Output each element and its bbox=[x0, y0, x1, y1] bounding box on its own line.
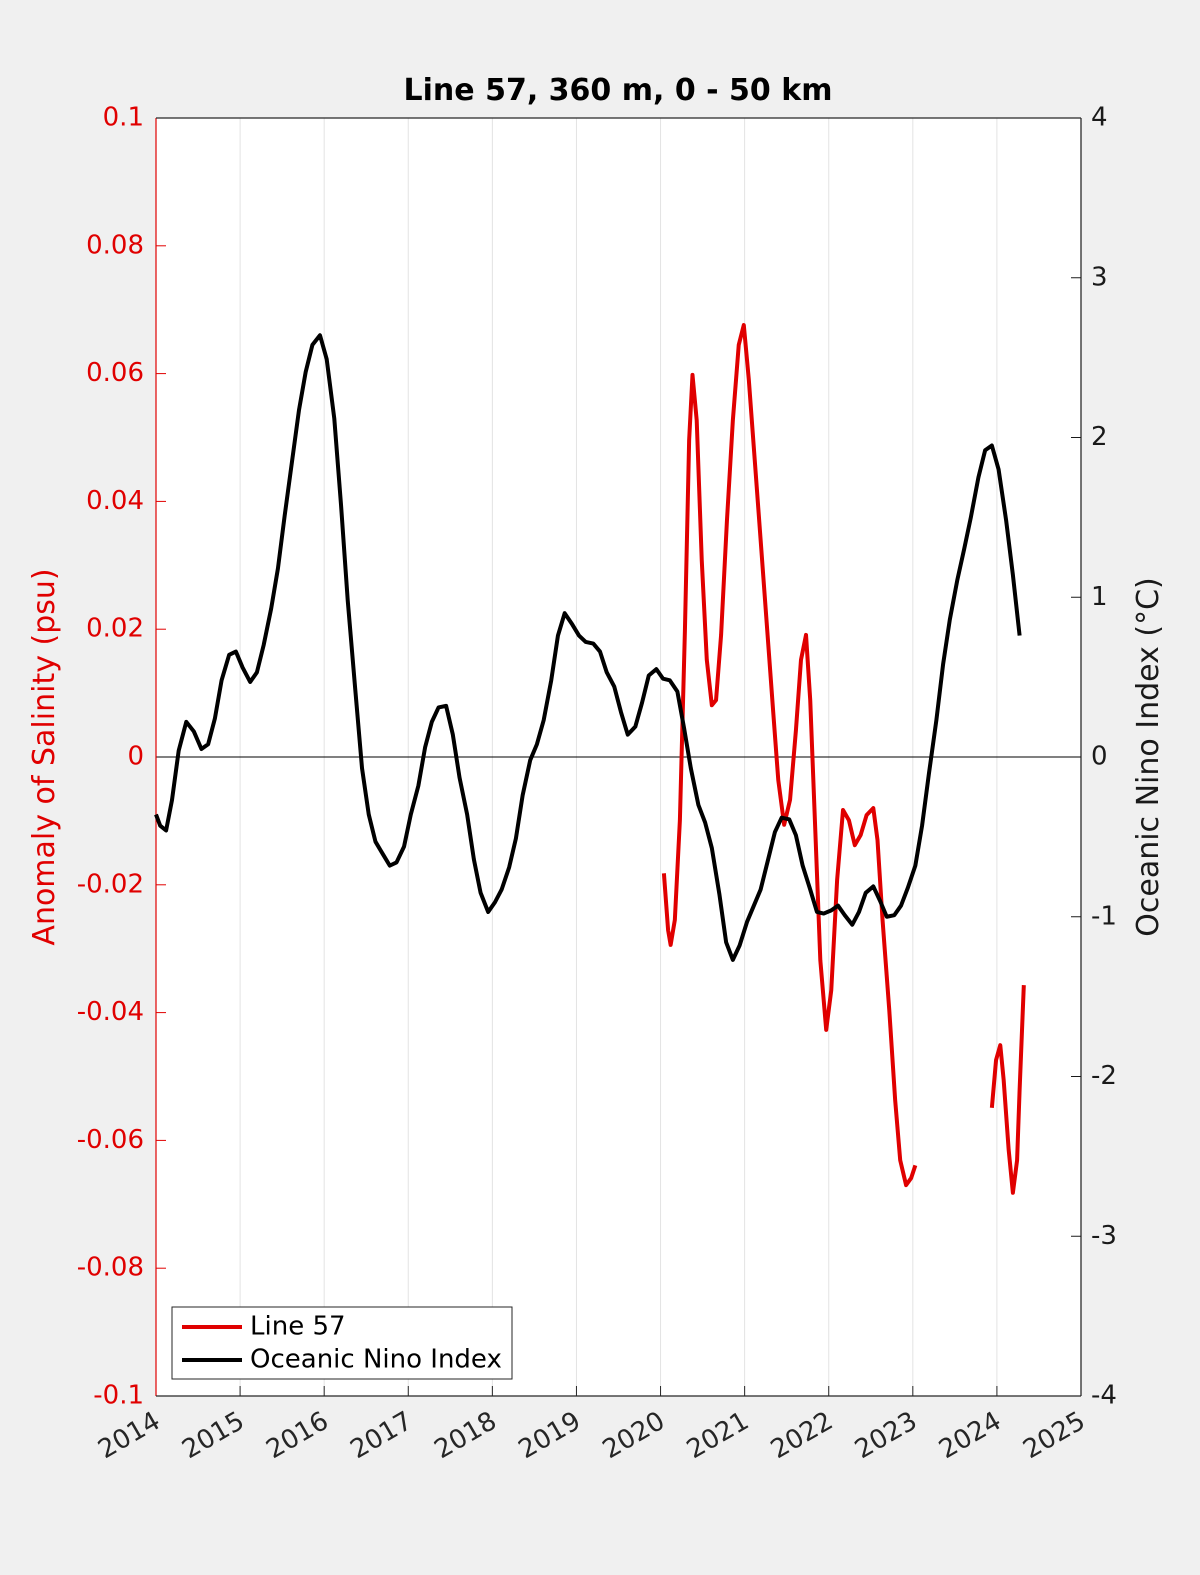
y2-tick-label: 2 bbox=[1091, 422, 1108, 452]
y2-tick-label: -1 bbox=[1091, 901, 1117, 931]
y-tick-label: 0.06 bbox=[86, 358, 144, 388]
y-tick-label: 0.1 bbox=[103, 103, 144, 133]
y-tick-label: -0.02 bbox=[77, 869, 144, 899]
y-tick-label: -0.1 bbox=[93, 1381, 144, 1411]
y-axis-label: Anomaly of Salinity (psu) bbox=[27, 568, 62, 945]
y-tick-label: -0.04 bbox=[77, 997, 144, 1027]
legend-label: Line 57 bbox=[250, 1312, 346, 1342]
y2-axis-label: Oceanic Nino Index (°C) bbox=[1131, 577, 1166, 937]
y-tick-label: 0.08 bbox=[86, 230, 144, 260]
y-tick-label: 0 bbox=[127, 742, 144, 772]
y2-tick-label: -2 bbox=[1091, 1061, 1117, 1091]
y2-tick-label: 1 bbox=[1091, 582, 1108, 612]
legend-label: Oceanic Nino Index bbox=[250, 1345, 502, 1375]
y-tick-label: 0.04 bbox=[86, 486, 144, 516]
chart-title: Line 57, 360 m, 0 - 50 km bbox=[404, 73, 833, 108]
y-tick-label: 0.02 bbox=[86, 614, 144, 644]
y2-tick-label: -3 bbox=[1091, 1221, 1117, 1251]
series-line bbox=[661, 323, 1026, 1195]
y2-tick-label: -4 bbox=[1091, 1381, 1117, 1411]
series-line bbox=[154, 333, 1022, 962]
y2-tick-label: 4 bbox=[1091, 103, 1108, 133]
y-tick-label: -0.06 bbox=[77, 1125, 144, 1155]
y-tick-label: -0.08 bbox=[77, 1253, 144, 1283]
legend-box bbox=[171, 1306, 513, 1380]
y2-tick-label: 0 bbox=[1091, 742, 1108, 772]
y2-tick-label: 3 bbox=[1091, 262, 1108, 292]
